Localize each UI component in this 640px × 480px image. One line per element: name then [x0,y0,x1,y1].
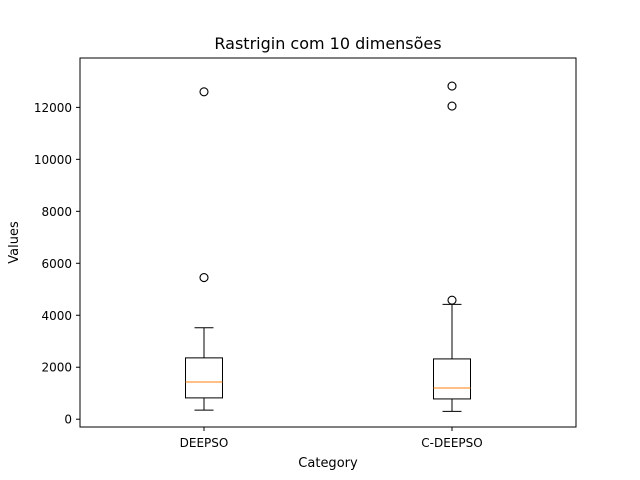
chart-title: Rastrigin com 10 dimensões [214,34,441,53]
x-tick-label: DEEPSO [180,436,229,450]
y-axis: 0 2000 4000 6000 8000 10000 12000 [34,101,80,427]
y-tick-label: 0 [64,413,72,427]
y-tick-label: 2000 [41,361,72,375]
outlier-point [199,273,209,283]
outlier-point [447,81,457,91]
outlier-point [447,295,457,305]
y-axis-label: Values [7,221,22,264]
x-axis-label: Category [298,456,358,471]
outlier-point [199,87,209,97]
y-tick-label: 12000 [34,101,72,115]
boxes-layer [185,81,471,412]
box-group [433,81,471,412]
y-tick-label: 10000 [34,153,72,167]
y-tick-label: 8000 [41,205,72,219]
box-group [185,87,223,411]
x-tick-label: C-DEEPSO [421,436,482,450]
y-tick-label: 4000 [41,309,72,323]
box-iqr [185,357,223,399]
outlier-point [447,101,457,111]
y-tick-label: 6000 [41,257,72,271]
x-axis: DEEPSO C-DEEPSO [180,427,483,450]
axes-frame [79,57,577,428]
box-iqr [433,358,471,400]
